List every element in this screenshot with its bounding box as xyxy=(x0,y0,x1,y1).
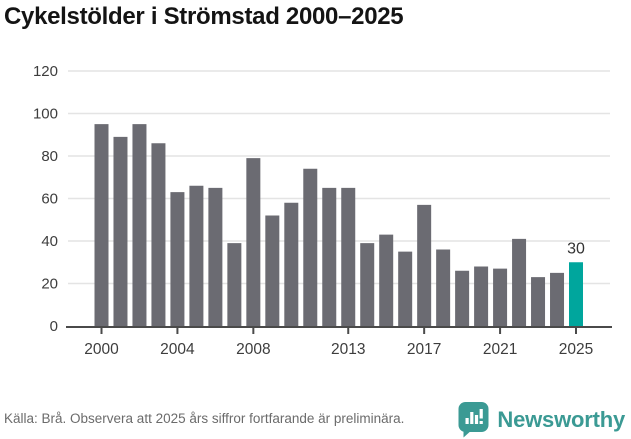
y-axis-tick-label: 40 xyxy=(41,233,58,250)
bar-2016 xyxy=(398,251,413,326)
bar-2021 xyxy=(493,268,508,326)
bar-2008 xyxy=(246,158,261,326)
bar-2004 xyxy=(170,192,185,326)
bar-2018 xyxy=(436,249,451,326)
x-axis-tick-label: 2000 xyxy=(84,341,119,358)
x-axis-tick-label: 2025 xyxy=(559,341,593,358)
y-axis-tick-label: 80 xyxy=(41,148,58,165)
source-note: Källa: Brå. Observera att 2025 års siffr… xyxy=(4,411,405,427)
bar-2024 xyxy=(550,272,565,326)
bar-2017 xyxy=(417,204,432,326)
bar-2020 xyxy=(474,266,489,326)
bar-2002 xyxy=(132,124,147,326)
bar-2006 xyxy=(208,187,223,326)
bar-2012 xyxy=(322,187,337,326)
y-axis-tick-label: 0 xyxy=(50,318,58,335)
newsworthy-logo: Newsworthy xyxy=(458,401,625,438)
newsworthy-wordmark: Newsworthy xyxy=(497,406,625,432)
y-axis-tick-label: 120 xyxy=(33,63,58,80)
bar-2000 xyxy=(94,124,109,326)
bar-2022 xyxy=(512,238,527,326)
bar-2009 xyxy=(265,215,280,326)
x-axis-tick-label: 2017 xyxy=(407,341,441,358)
bar-2001 xyxy=(113,136,128,326)
bar-2014 xyxy=(360,243,375,326)
y-axis-tick-label: 100 xyxy=(33,106,58,123)
highlight-value-label: 30 xyxy=(567,240,585,257)
bar-2007 xyxy=(227,243,242,326)
bar-2015 xyxy=(379,234,394,326)
bar-chart: 0 20 40 60 80 100 120 2000 2004 2008 2013 2017 2021 2… xyxy=(33,63,612,358)
y-axis-tick-label: 20 xyxy=(41,276,58,293)
bar-2023 xyxy=(531,277,546,326)
bar-2025 xyxy=(569,262,583,326)
bar-2019 xyxy=(455,270,470,326)
x-axis-tick-label: 2004 xyxy=(160,341,195,358)
bar-2011 xyxy=(303,168,318,326)
newsworthy-speech-bubble-chart-icon xyxy=(458,402,489,438)
y-axis-tick-label: 60 xyxy=(41,191,58,208)
bar-2010 xyxy=(284,202,299,326)
footer: Källa: Brå. Observera att 2025 års siffr… xyxy=(4,401,625,438)
x-axis-tick-label: 2008 xyxy=(236,341,270,358)
bar-2005 xyxy=(189,185,204,326)
x-axis-tick-label: 2013 xyxy=(331,341,365,358)
bar-2013 xyxy=(341,187,356,326)
chart-title: Cykelstölder i Strömstad 2000–2025 xyxy=(4,3,404,30)
bar-2003 xyxy=(151,143,166,326)
x-axis-tick-label: 2021 xyxy=(483,341,517,358)
